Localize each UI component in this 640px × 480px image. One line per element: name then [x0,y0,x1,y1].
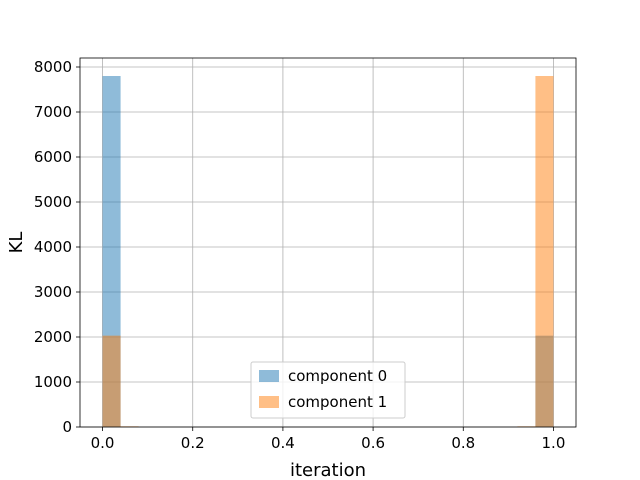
grid-lines [80,58,576,428]
x-tick-label-4: 0.8 [451,434,475,452]
x-tick-label-5: 1.0 [542,434,566,452]
legend-box [250,361,406,419]
x-tick-label-1: 0.2 [181,434,205,452]
x-tick-label-3: 0.6 [361,434,385,452]
y-tick-label-2: 2000 [34,328,72,346]
legend-swatch-0 [259,370,279,382]
legend: component 0 component 1 [250,361,406,419]
bars [102,76,554,427]
legend-swatch-1 [259,396,279,408]
legend-label-0: component 0 [288,367,387,385]
y-tick-label-6: 6000 [34,148,72,166]
axis-ticks: 0.0 0.2 0.4 0.6 0.8 1.0 0 1000 2000 3000 4000 5000 6… [34,58,566,452]
y-axis-label: KL [6,232,27,254]
x-axis-label: iteration [290,460,366,480]
bar-series-1-bin-3 [535,76,554,427]
plot-frame [79,57,577,428]
x-tick-label-0: 0.0 [91,434,115,452]
y-tick-label-5: 5000 [34,193,72,211]
legend-label-1: component 1 [288,393,387,411]
x-tick-label-2: 0.4 [271,434,295,452]
y-tick-label-8: 8000 [34,58,72,76]
bar-series-1-bin-0 [102,335,121,427]
y-tick-label-3: 3000 [34,283,72,301]
y-tick-label-0: 0 [62,418,72,436]
y-tick-label-7: 7000 [34,103,72,121]
y-tick-label-4: 4000 [34,238,72,256]
y-tick-label-1: 1000 [34,373,72,391]
